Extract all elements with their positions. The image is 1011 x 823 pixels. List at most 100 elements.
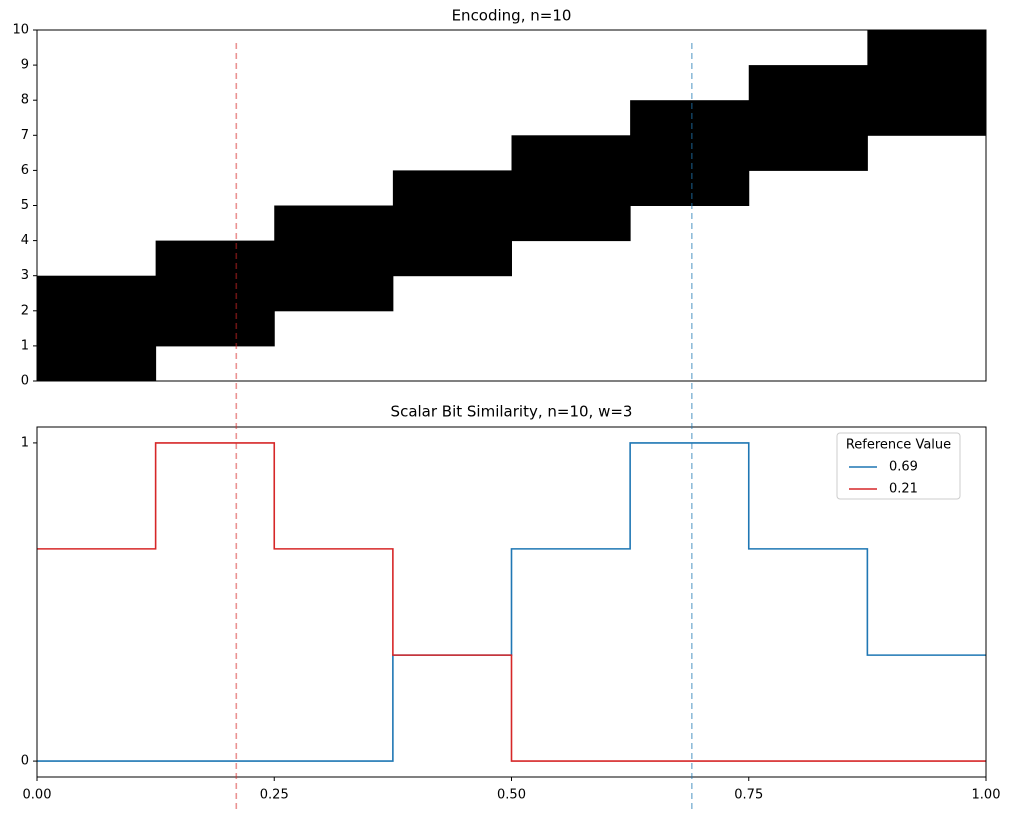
cell [867,311,986,347]
cell [274,65,393,101]
cell [274,275,394,312]
cell [156,100,275,136]
cell [392,240,512,277]
cell [749,311,868,347]
cell [274,240,394,277]
cell [511,135,631,171]
y-tick-label: 0 [21,754,29,769]
legend-box [836,432,961,500]
cell [156,170,275,206]
cell [867,135,986,171]
series-line [37,442,986,762]
y-tick-label: 6 [21,163,29,178]
series-line [37,442,986,762]
y-tick-label: 10 [12,23,29,38]
cell [392,205,512,242]
cell [867,170,986,206]
cell [274,346,393,382]
cell [37,30,156,66]
cell [867,100,987,136]
cell [37,170,156,206]
y-tick-label: 9 [21,58,29,73]
cell [156,206,275,242]
cell [37,275,157,312]
cell [512,241,631,277]
cell [630,100,750,136]
y-tick-label: 1 [21,338,29,353]
cell [867,276,986,312]
cell [156,135,275,171]
cell [37,310,157,347]
cell [156,65,275,101]
cell [155,310,275,347]
cell [393,65,512,101]
cell [511,205,631,242]
y-tick-label: 3 [21,268,29,283]
cell [630,135,750,171]
cell [274,311,393,347]
y-tick-label: 8 [21,93,29,108]
cell [749,170,868,206]
y-tick-label: 0 [21,374,29,389]
y-tick-label: 4 [21,233,29,248]
cell [749,346,868,382]
x-tick-label: 0.75 [734,788,763,803]
legend-label: 0.21 [889,482,918,497]
y-tick-label: 5 [21,198,29,213]
cell [512,30,631,66]
chart-title: Encoding, n=10 [452,7,572,25]
legend-label: 0.69 [889,460,918,475]
cell [393,135,512,171]
cell [511,170,631,206]
cell [748,65,868,101]
cell [867,30,987,66]
cell [37,100,156,136]
cell [274,205,394,242]
cell [630,170,750,206]
cell [37,206,156,242]
cell [630,206,749,242]
cell [156,30,275,66]
cell [512,276,631,312]
cell [630,30,749,66]
cell [867,346,986,382]
x-tick-label: 0.50 [497,788,526,803]
cell [512,346,631,382]
cell [630,311,749,347]
cell [867,241,986,277]
cell [630,65,749,101]
cell [155,275,275,312]
cell [393,30,512,66]
legend-title: Reference Value [846,438,951,453]
cell [274,170,393,206]
cell [749,276,868,312]
cell [630,346,749,382]
x-tick-label: 0.00 [23,788,52,803]
cell [37,241,156,277]
chart-title: Scalar Bit Similarity, n=10, w=3 [391,403,633,421]
cell [630,241,749,277]
cell [867,206,986,242]
axes-frame [36,426,987,778]
x-tick-label: 0.25 [260,788,289,803]
y-tick-label: 1 [21,435,29,450]
cell [749,30,868,66]
y-tick-label: 2 [21,303,29,318]
cell [274,100,393,136]
cell [630,276,749,312]
y-tick-label: 7 [21,128,29,143]
x-tick-label: 1.00 [972,788,1001,803]
cell [393,311,512,347]
cell [393,346,512,382]
cell [37,135,156,171]
cell [156,346,275,382]
cell [749,241,868,277]
cell [393,100,512,136]
cell [867,65,987,101]
cell [155,240,275,277]
cell [37,65,156,101]
cell [512,100,631,136]
axes-frame [36,29,987,382]
cell [274,135,393,171]
cell [37,345,157,382]
